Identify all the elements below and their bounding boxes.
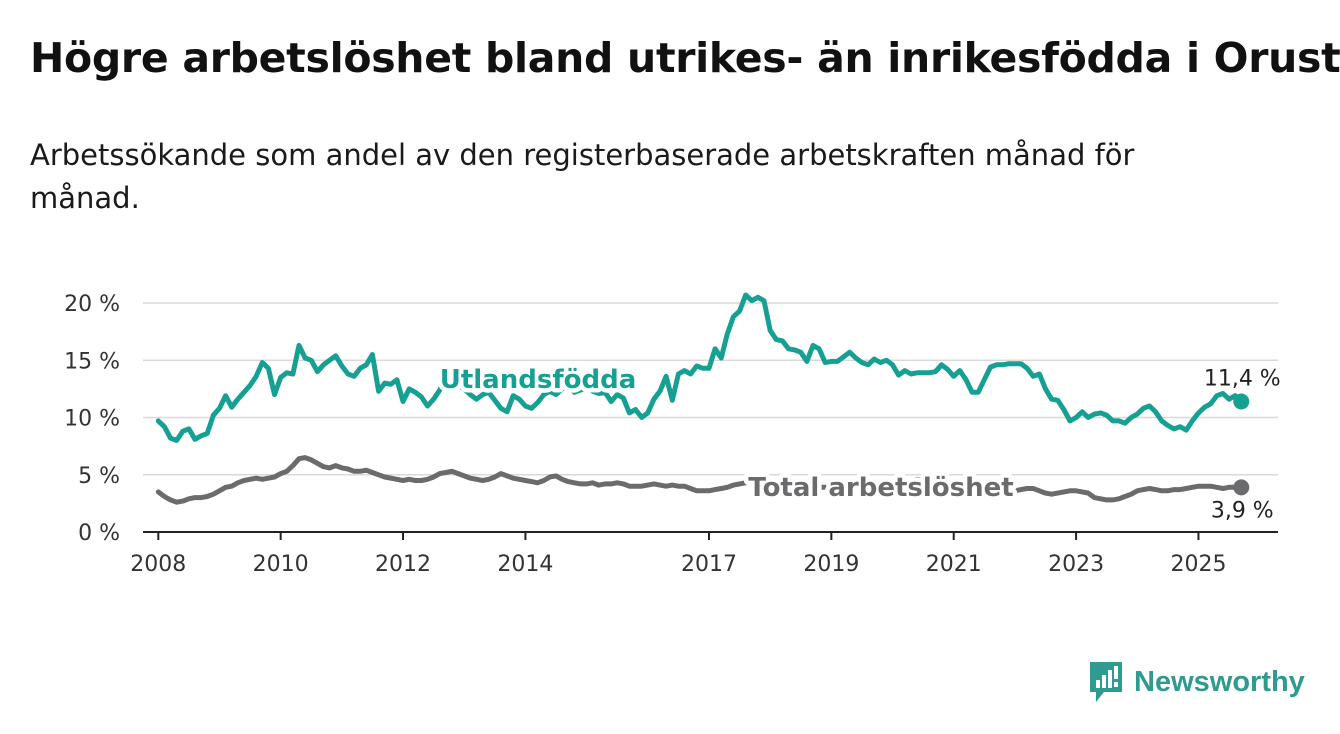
x-tick-label: 2010: [253, 552, 309, 577]
x-axis: 2008 2010 2012 2014 2017 2019 2021 2023 2025: [130, 531, 1278, 577]
end-value-label: 11,4 %: [1204, 366, 1281, 391]
chart-subtitle: Arbetssökande som andel av den registerb…: [30, 138, 1135, 215]
series-end-point: [1233, 393, 1250, 410]
x-tick-label: 2021: [926, 552, 982, 577]
brand-name: Newsworthy: [1134, 665, 1305, 698]
series-label-utlandsfodda: Utlandsfödda: [440, 365, 637, 395]
x-tick-label: 2019: [803, 552, 859, 577]
series-lines: [155, 292, 1250, 505]
x-tick-label: 2014: [497, 552, 553, 577]
end-value-label: 3,9 %: [1211, 498, 1274, 523]
series-end-point: [1233, 479, 1250, 496]
bar-chart-bubble-icon: [1090, 662, 1122, 702]
chart-title: Högre arbetslöshet bland utrikes- än inr…: [30, 34, 1340, 82]
y-tick-label: 0 %: [78, 521, 120, 546]
x-tick-label: 2017: [681, 552, 737, 577]
x-tick-label: 2012: [375, 552, 431, 577]
series-label-total: Total arbetslöshet: [748, 473, 1013, 503]
x-tick-label: 2025: [1170, 552, 1226, 577]
y-axis: 0 % 5 % 10 % 15 % 20 %: [64, 292, 120, 546]
series-line-total: [155, 455, 1244, 505]
series-line-utlandsfodda: [155, 292, 1244, 443]
x-tick-label: 2023: [1048, 552, 1104, 577]
y-tick-label: 20 %: [64, 292, 120, 317]
y-tick-label: 10 %: [64, 407, 120, 432]
x-tick-label: 2008: [130, 552, 186, 577]
series-labels: 11,4 % 3,9 % Utlandsfödda Total arbetslöshe…: [435, 361, 1281, 524]
y-tick-label: 5 %: [78, 464, 120, 489]
y-tick-label: 15 %: [64, 349, 120, 374]
newsworthy-logo: Newsworthy: [1088, 660, 1305, 704]
grid-lines: [143, 302, 1278, 476]
